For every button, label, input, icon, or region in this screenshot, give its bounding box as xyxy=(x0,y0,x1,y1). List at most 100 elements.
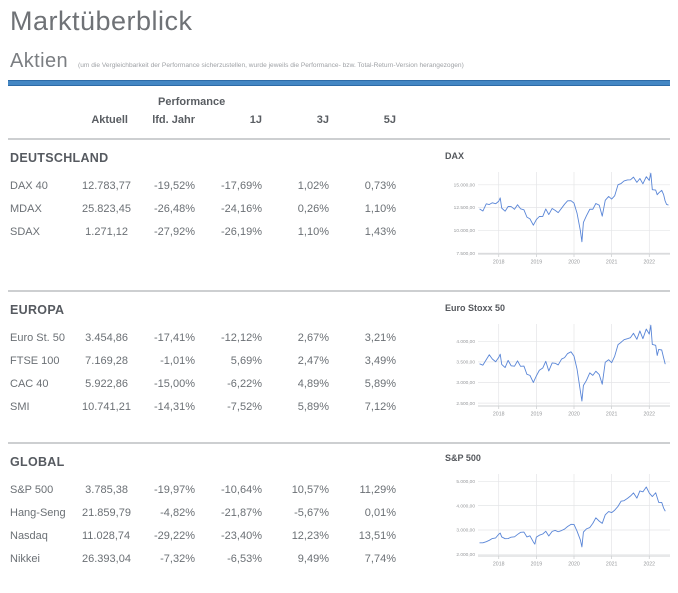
chart-title: S&P 500 xyxy=(445,453,481,463)
svg-text:2019: 2019 xyxy=(531,562,543,568)
svg-text:2018: 2018 xyxy=(493,260,505,266)
index-name: Hang-Seng xyxy=(10,507,66,519)
value-cell: -17,69% xyxy=(221,180,262,192)
value-cell: -1,01% xyxy=(160,355,195,367)
value-cell: 5,89% xyxy=(364,378,396,390)
table-row: FTSE 100 7.169,28 -1,01% 5,69% 2,47% 3,49% xyxy=(10,350,405,373)
svg-text:3.000,00: 3.000,00 xyxy=(456,528,475,534)
index-name: SMI xyxy=(10,401,30,413)
value-cell: -15,00% xyxy=(154,378,195,390)
group-title: GLOBAL xyxy=(10,455,65,469)
value-cell: -21,87% xyxy=(221,507,262,519)
value-cell: 3.785,38 xyxy=(85,484,128,496)
chart-dax: DAX 2018 2019 2020 2021 2022 15.000,00 12.500,… xyxy=(445,150,675,271)
column-3j: 3J xyxy=(316,114,329,126)
svg-text:2020: 2020 xyxy=(568,260,580,266)
section-title: Aktien xyxy=(10,50,68,72)
value-cell: 9,49% xyxy=(297,553,329,565)
table-row: Nasdaq 11.028,74 -29,22% -23,40% 12,23% 13,51… xyxy=(10,525,405,548)
value-cell: -7,32% xyxy=(160,553,195,565)
value-cell: -12,12% xyxy=(221,332,262,344)
svg-text:2021: 2021 xyxy=(606,562,618,568)
value-cell: 7,12% xyxy=(364,401,396,413)
accent-divider xyxy=(8,80,670,86)
value-cell: 12,23% xyxy=(291,530,329,542)
value-cell: 2,47% xyxy=(297,355,329,367)
index-name: Nikkei xyxy=(10,553,40,565)
column-aktuell: Aktuell xyxy=(91,114,128,126)
value-cell: 1.271,12 xyxy=(85,226,128,238)
value-cell: 21.859,79 xyxy=(82,507,131,519)
value-cell: -27,92% xyxy=(154,226,195,238)
index-name: CAC 40 xyxy=(10,378,49,390)
value-cell: 0,73% xyxy=(364,180,396,192)
table-row: Hang-Seng 21.859,79 -4,82% -21,87% -5,67% 0,0… xyxy=(10,502,405,525)
value-cell: 2,67% xyxy=(297,332,329,344)
group-title: EUROPA xyxy=(10,303,65,317)
chart-sp-500: S&P 500 2018 2019 2020 2021 2022 5.000,00 4.00… xyxy=(445,452,675,573)
svg-text:2020: 2020 xyxy=(568,412,580,418)
value-cell: -26,19% xyxy=(221,226,262,238)
table-row: SDAX 1.271,12 -27,92% -26,19% 1,10% 1,43% xyxy=(10,221,405,244)
svg-text:4.000,00: 4.000,00 xyxy=(456,503,475,509)
value-cell: 1,10% xyxy=(297,226,329,238)
value-cell: 3,21% xyxy=(364,332,396,344)
section-separator xyxy=(8,138,670,140)
svg-text:2019: 2019 xyxy=(531,412,543,418)
sp500-line-chart: 2018 2019 2020 2021 2022 5.000,00 4.000,00 3.00… xyxy=(456,474,670,568)
value-cell: -6,53% xyxy=(227,553,262,565)
svg-text:2.500,00: 2.500,00 xyxy=(456,401,475,407)
svg-text:3.500,00: 3.500,00 xyxy=(456,360,475,366)
value-cell: -17,41% xyxy=(154,332,195,344)
table-row: S&P 500 3.785,38 -19,97% -10,64% 10,57% 11,29… xyxy=(10,479,405,502)
index-group: EUROPA Euro St. 50 3.454,86 -17,41% -12,12% 2… xyxy=(10,302,405,419)
value-cell: 26.393,04 xyxy=(82,553,131,565)
table-row: Nikkei 26.393,04 -7,32% -6,53% 9,49% 7,74% xyxy=(10,548,405,571)
euro-stoxx-line-chart: 2018 2019 2020 2021 2022 4.000,00 3.500,00 3.00… xyxy=(456,324,670,418)
svg-text:2022: 2022 xyxy=(644,260,656,266)
value-cell: -24,16% xyxy=(221,203,262,215)
table-row: SMI 10.741,21 -14,31% -7,52% 5,89% 7,12% xyxy=(10,396,405,419)
svg-text:2021: 2021 xyxy=(606,260,618,266)
value-cell: 11.028,74 xyxy=(82,530,131,542)
performance-label: Performance xyxy=(158,96,226,108)
svg-text:4.000,00: 4.000,00 xyxy=(456,339,475,345)
value-cell: 5,89% xyxy=(297,401,329,413)
table-header: Performance Aktuell lfd. Jahr 1J 3J 5J xyxy=(10,93,405,129)
svg-text:15.000,00: 15.000,00 xyxy=(454,183,476,189)
value-cell: 1,02% xyxy=(297,180,329,192)
svg-text:2018: 2018 xyxy=(493,412,505,418)
svg-text:10.000,00: 10.000,00 xyxy=(454,228,476,234)
group-title: DEUTSCHLAND xyxy=(10,151,109,165)
section-header: Aktien (um die Vergleichbarkeit der Perf… xyxy=(10,50,464,73)
index-name: S&P 500 xyxy=(10,484,54,496)
index-name: MDAX xyxy=(10,203,42,215)
column-lfd-jahr: lfd. Jahr xyxy=(152,114,195,126)
value-cell: 3,49% xyxy=(364,355,396,367)
value-cell: 7.169,28 xyxy=(85,355,128,367)
chart-title: Euro Stoxx 50 xyxy=(445,303,506,313)
table-row: Euro St. 50 3.454,86 -17,41% -12,12% 2,67% 3,… xyxy=(10,327,405,350)
value-cell: -19,97% xyxy=(154,484,195,496)
index-name: DAX 40 xyxy=(10,180,48,192)
value-cell: 13,51% xyxy=(358,530,396,542)
value-cell: -26,48% xyxy=(154,203,195,215)
value-cell: 1,10% xyxy=(364,203,396,215)
value-cell: 0,01% xyxy=(364,507,396,519)
svg-text:7.500,00: 7.500,00 xyxy=(456,251,475,257)
value-cell: -5,67% xyxy=(294,507,329,519)
index-name: FTSE 100 xyxy=(10,355,60,367)
value-cell: 25.823,45 xyxy=(82,203,131,215)
svg-text:2019: 2019 xyxy=(531,260,543,266)
index-name: Nasdaq xyxy=(10,530,48,542)
index-name: SDAX xyxy=(10,226,40,238)
value-cell: 0,26% xyxy=(297,203,329,215)
performance-header-row: Performance xyxy=(10,93,405,111)
index-group: DEUTSCHLAND DAX 40 12.783,77 -19,52% -17,69%… xyxy=(10,150,405,244)
value-cell: 5,69% xyxy=(230,355,262,367)
value-cell: 10.741,21 xyxy=(82,401,131,413)
value-cell: 10,57% xyxy=(291,484,329,496)
value-cell: 11,29% xyxy=(359,484,397,496)
dax-line-chart: 2018 2019 2020 2021 2022 15.000,00 12.500,00 10… xyxy=(454,172,670,266)
svg-text:3.000,00: 3.000,00 xyxy=(456,380,475,386)
